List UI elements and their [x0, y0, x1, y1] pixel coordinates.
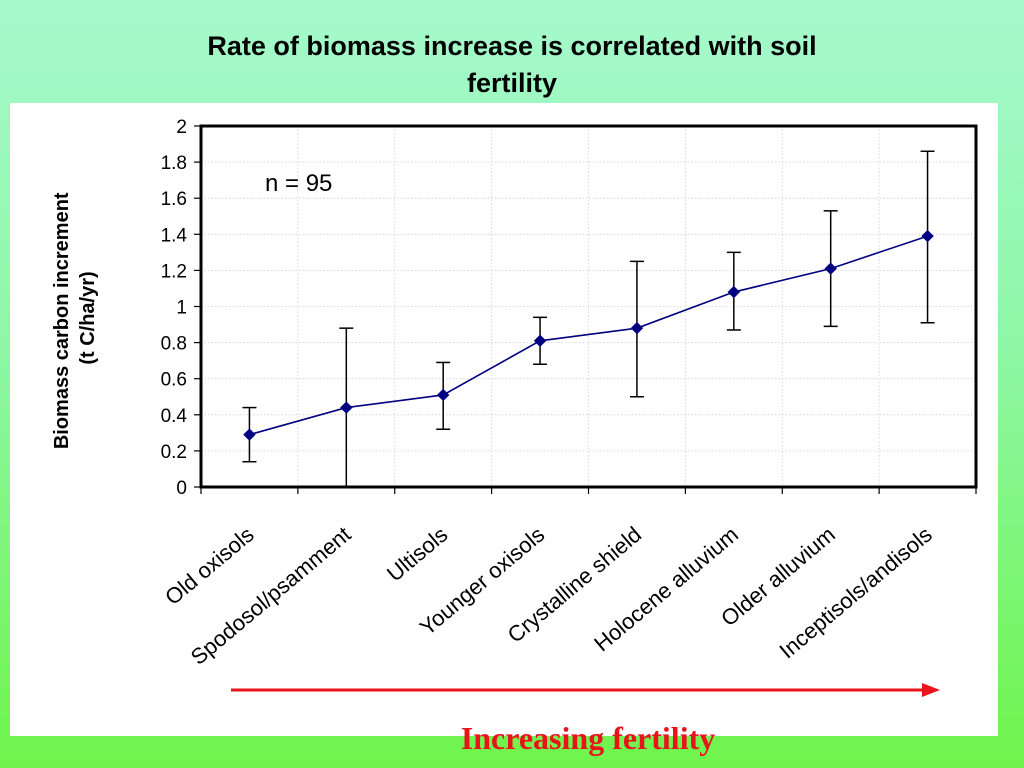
data-point	[436, 388, 450, 402]
data-markers	[243, 229, 934, 441]
fertility-arrow-head	[922, 683, 940, 697]
x-tick-label: Old oxisols	[160, 522, 258, 610]
y-tick-label: 1	[176, 298, 187, 319]
fertility-arrow	[231, 683, 940, 697]
data-point	[824, 262, 837, 275]
data-point	[340, 401, 353, 414]
y-axis-label: Biomass carbon increment (t C/ha/yr)	[51, 187, 99, 449]
x-tick-label: Ultisols	[382, 522, 452, 587]
data-point	[533, 334, 547, 348]
series-line	[249, 235, 928, 436]
grid-layer	[201, 126, 976, 487]
y-axis-label-line-2: (t C/ha/yr)	[77, 271, 99, 364]
chart-panel	[10, 103, 998, 736]
y-tick-label: 1.4	[161, 225, 188, 246]
y-tick-label: 0.4	[161, 406, 188, 427]
data-point	[243, 428, 256, 441]
data-point	[727, 285, 741, 299]
y-tick-label: 2	[176, 117, 187, 138]
slide-title: Rate of biomass increase is correlated w…	[0, 28, 1024, 102]
increasing-fertility-caption: Increasing fertility	[460, 720, 716, 756]
data-point	[630, 321, 644, 335]
y-tick-label: 0.8	[161, 334, 187, 355]
y-tick-label: 1.6	[161, 189, 187, 210]
sample-size-annotation: n = 95	[265, 170, 332, 197]
x-tick-label: Spodosol/psamment	[186, 522, 356, 670]
y-tick-label: 1.2	[161, 261, 187, 282]
y-tick-label: 0	[176, 478, 187, 499]
y-tick-label: 0.6	[161, 370, 187, 391]
slide-title-line-1: Rate of biomass increase is correlated w…	[207, 31, 817, 61]
y-tick-labels: 0 0.2 0.4 0.6 0.8 1 1.2 1.4 1.6 1.8 2	[161, 117, 188, 499]
y-axis-label-line-1: Biomass carbon increment	[51, 192, 73, 449]
y-tick-label: 0.2	[161, 442, 187, 463]
axis-ticks	[194, 125, 977, 494]
y-tick-label: 1.8	[161, 153, 187, 174]
slide-title-line-2: fertility	[466, 68, 558, 98]
data-point	[921, 229, 934, 243]
